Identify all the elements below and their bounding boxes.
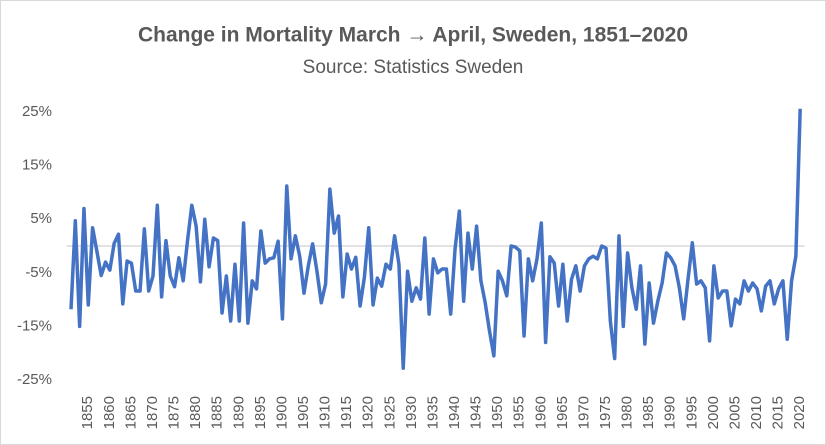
x-tick-label: 1875 — [166, 396, 183, 429]
x-tick-label: 1910 — [317, 396, 334, 429]
x-tick-label: 1855 — [79, 396, 96, 429]
x-tick-label: 1920 — [360, 396, 377, 429]
x-tick-label: 1925 — [381, 396, 398, 429]
x-tick-label: 1880 — [187, 396, 204, 429]
x-tick-label: 2015 — [770, 396, 787, 429]
y-tick-label: -15% — [17, 317, 52, 334]
x-tick-label: 1930 — [403, 396, 420, 429]
x-tick-label: 1870 — [144, 396, 161, 429]
x-tick-label: 1955 — [511, 396, 528, 429]
x-tick-label: 1985 — [640, 396, 657, 429]
x-tick-label: 1885 — [209, 396, 226, 429]
x-tick-label: 1970 — [575, 396, 592, 429]
x-tick-label: 2020 — [791, 396, 808, 429]
x-tick-label: 1995 — [683, 396, 700, 429]
x-tick-label: 1865 — [122, 396, 139, 429]
x-tick-label: 1960 — [532, 396, 549, 429]
x-tick-label: 1990 — [662, 396, 679, 429]
x-tick-label: 1905 — [295, 396, 312, 429]
y-tick-label: 25% — [22, 103, 52, 120]
chart-subtitle: Source: Statistics Sweden — [303, 57, 524, 78]
y-tick-label: -5% — [25, 264, 52, 281]
x-tick-label: 1915 — [338, 396, 355, 429]
y-tick-label: 5% — [30, 210, 52, 227]
data-line — [69, 108, 802, 370]
x-tick-label: 1980 — [619, 396, 636, 429]
x-tick-label: 1950 — [489, 396, 506, 429]
x-tick-label: 1860 — [101, 396, 118, 429]
x-tick-label: 1890 — [230, 396, 247, 429]
x-tick-label: 1945 — [468, 396, 485, 429]
x-tick-label: 1940 — [446, 396, 463, 429]
x-tick-label: 2000 — [705, 396, 722, 429]
x-tick-label: 2005 — [726, 396, 743, 429]
y-tick-label: -25% — [17, 371, 52, 388]
x-tick-label: 1900 — [273, 396, 290, 429]
x-tick-label: 1965 — [554, 396, 571, 429]
x-tick-label: 2010 — [748, 396, 765, 429]
x-tick-label: 1895 — [252, 396, 269, 429]
chart-title: Change in Mortality March → April, Swede… — [138, 24, 688, 47]
x-tick-label: 1975 — [597, 396, 614, 429]
y-tick-label: 15% — [22, 157, 52, 174]
x-tick-label: 1935 — [424, 396, 441, 429]
